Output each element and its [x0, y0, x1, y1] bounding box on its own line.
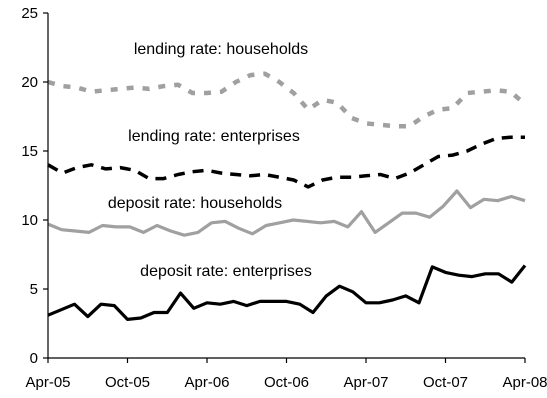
- y-tick-label: 10: [21, 212, 38, 229]
- annotation-deposit-enterprises: deposit rate: enterprises: [140, 263, 312, 280]
- x-tick-label: Apr-06: [184, 374, 229, 391]
- x-tick-label: Apr-08: [502, 374, 547, 391]
- x-tick-label: Apr-05: [25, 374, 70, 391]
- y-tick-label: 25: [21, 5, 38, 22]
- annotation-lending-enterprises: lending rate: enterprises: [128, 128, 300, 145]
- axes-layer: [47, 13, 525, 359]
- lending-households-line: [47, 71, 527, 129]
- lending-enterprises-line: [47, 135, 525, 189]
- annotations-layer: lending rate: households lending rate: en…: [108, 41, 312, 280]
- annotation-deposit-households: deposit rate: households: [108, 195, 282, 212]
- y-tick-label: 15: [21, 143, 38, 160]
- annotation-lending-households: lending rate: households: [134, 41, 308, 58]
- deposit-enterprises-line: [47, 264, 527, 321]
- series-layer: [47, 71, 527, 321]
- y-tick-label: 20: [21, 74, 38, 91]
- ticks-layer: 0 5 10 15 20 25 Apr-05 Oct-05 Apr-06 Oct-06 Apr-07…: [21, 5, 547, 391]
- x-tick-label: Oct-05: [105, 374, 150, 391]
- y-tick-label: 0: [30, 350, 38, 367]
- x-tick-label: Oct-07: [423, 374, 468, 391]
- deposit-households-line: [47, 189, 526, 237]
- y-tick-label: 5: [30, 281, 38, 298]
- x-tick-label: Apr-07: [343, 374, 388, 391]
- x-tick-label: Oct-06: [264, 374, 309, 391]
